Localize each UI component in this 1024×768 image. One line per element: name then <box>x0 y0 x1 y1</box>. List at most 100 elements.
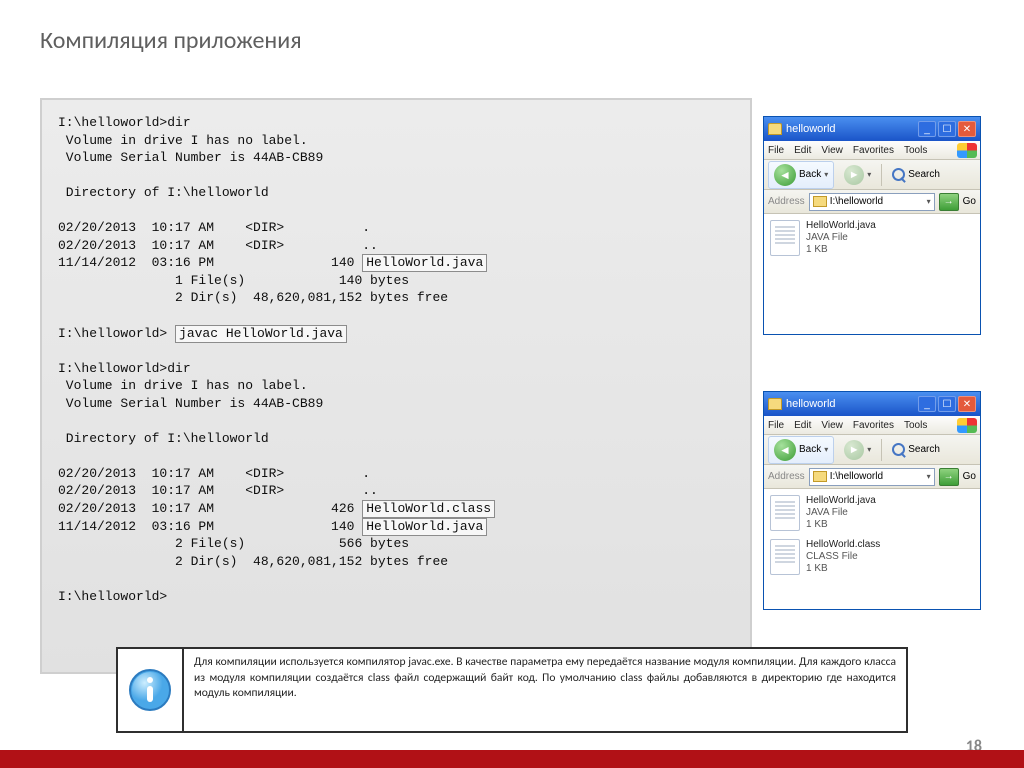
go-button[interactable]: → <box>939 468 959 486</box>
page-title: Компиляция приложения <box>40 26 302 55</box>
file-icon <box>770 539 800 575</box>
folder-icon <box>813 196 827 207</box>
address-bar: Address I:\helloworld ▾ → Go <box>764 190 980 214</box>
menu-tools[interactable]: Tools <box>904 145 927 156</box>
toolbar: ◄ Back ▾ ► ▾ Search <box>764 435 980 465</box>
windows-flag-icon <box>957 143 977 158</box>
menu-favorites[interactable]: Favorites <box>853 145 894 156</box>
file-size: 1 KB <box>806 519 876 531</box>
folder-icon <box>768 123 782 135</box>
dropdown-icon[interactable]: ▾ <box>927 472 931 481</box>
term-line: 2 File(s) 566 bytes <box>58 536 409 551</box>
address-input[interactable]: I:\helloworld ▾ <box>809 193 935 211</box>
dropdown-icon: ▾ <box>824 445 828 454</box>
term-line: 02/20/2013 10:17 AM <DIR> . <box>58 220 370 235</box>
menu-edit[interactable]: Edit <box>794 145 811 156</box>
menu-view[interactable]: View <box>821 145 843 156</box>
term-line: Directory of I:\helloworld <box>58 185 269 200</box>
address-input[interactable]: I:\helloworld ▾ <box>809 468 935 486</box>
term-line: I:\helloworld>dir <box>58 115 191 130</box>
forward-icon: ► <box>844 165 864 185</box>
file-type: JAVA File <box>806 232 876 244</box>
file-details: HelloWorld.class CLASS File 1 KB <box>806 539 880 575</box>
close-button[interactable]: ✕ <box>958 396 976 412</box>
file-type: JAVA File <box>806 507 876 519</box>
file-icon <box>770 495 800 531</box>
info-text: Для компиляции используется компилятор j… <box>184 649 906 731</box>
back-button[interactable]: ◄ Back ▾ <box>768 436 834 464</box>
slide-page: Компиляция приложения I:\helloworld>dir … <box>0 0 1024 768</box>
minimize-button[interactable]: _ <box>918 396 936 412</box>
go-label: Go <box>963 196 976 207</box>
menu-tools[interactable]: Tools <box>904 420 927 431</box>
search-label: Search <box>908 444 940 455</box>
titlebar[interactable]: helloworld _ ☐ ✕ <box>764 117 980 141</box>
menu-file[interactable]: File <box>768 145 784 156</box>
folder-icon <box>768 398 782 410</box>
dropdown-icon: ▾ <box>867 445 871 454</box>
file-item[interactable]: HelloWorld.java JAVA File 1 KB <box>770 495 974 531</box>
back-label: Back <box>799 169 821 180</box>
file-item[interactable]: HelloWorld.class CLASS File 1 KB <box>770 539 974 575</box>
search-icon <box>892 443 905 456</box>
file-icon <box>770 220 800 256</box>
windows-flag-icon <box>957 418 977 433</box>
back-button[interactable]: ◄ Back ▾ <box>768 161 834 189</box>
footer-accent <box>0 750 1024 768</box>
search-label: Search <box>908 169 940 180</box>
file-name: HelloWorld.java <box>806 495 876 507</box>
maximize-button[interactable]: ☐ <box>938 396 956 412</box>
maximize-button[interactable]: ☐ <box>938 121 956 137</box>
term-line: Directory of I:\helloworld <box>58 431 269 446</box>
highlight-filename: HelloWorld.java <box>362 254 487 272</box>
explorer-window-after: helloworld _ ☐ ✕ File Edit View Favorite… <box>763 391 981 610</box>
forward-icon: ► <box>844 440 864 460</box>
term-line: 02/20/2013 10:17 AM <DIR> .. <box>58 483 378 498</box>
window-title: helloworld <box>786 123 916 135</box>
minimize-button[interactable]: _ <box>918 121 936 137</box>
term-line: I:\helloworld> <box>58 326 175 341</box>
menu-edit[interactable]: Edit <box>794 420 811 431</box>
forward-button[interactable]: ► ▾ <box>838 437 877 463</box>
term-line: 02/20/2013 10:17 AM 426 <box>58 501 362 516</box>
term-line: Volume in drive I has no label. <box>58 378 308 393</box>
info-box: Для компиляции используется компилятор j… <box>116 647 908 733</box>
titlebar[interactable]: helloworld _ ☐ ✕ <box>764 392 980 416</box>
menu-file[interactable]: File <box>768 420 784 431</box>
go-label: Go <box>963 471 976 482</box>
highlight-filename: HelloWorld.class <box>362 500 495 518</box>
term-line: I:\helloworld> <box>58 589 167 604</box>
dropdown-icon[interactable]: ▾ <box>927 197 931 206</box>
menu-view[interactable]: View <box>821 420 843 431</box>
close-button[interactable]: ✕ <box>958 121 976 137</box>
search-button[interactable]: Search <box>886 440 946 459</box>
search-button[interactable]: Search <box>886 165 946 184</box>
file-name: HelloWorld.class <box>806 539 880 551</box>
address-path: I:\helloworld <box>830 196 883 207</box>
file-details: HelloWorld.java JAVA File 1 KB <box>806 220 876 256</box>
search-icon <box>892 168 905 181</box>
explorer-window-before: helloworld _ ☐ ✕ File Edit View Favorite… <box>763 116 981 335</box>
term-line: 2 Dir(s) 48,620,081,152 bytes free <box>58 290 448 305</box>
window-title: helloworld <box>786 398 916 410</box>
file-item[interactable]: HelloWorld.java JAVA File 1 KB <box>770 220 974 256</box>
toolbar: ◄ Back ▾ ► ▾ Search <box>764 160 980 190</box>
menu-favorites[interactable]: Favorites <box>853 420 894 431</box>
menu-bar: File Edit View Favorites Tools <box>764 141 980 160</box>
term-line: Volume Serial Number is 44AB-CB89 <box>58 150 323 165</box>
back-label: Back <box>799 444 821 455</box>
file-size: 1 KB <box>806 563 880 575</box>
term-line: Volume in drive I has no label. <box>58 133 308 148</box>
address-label: Address <box>768 196 805 207</box>
separator <box>881 164 882 186</box>
separator <box>881 439 882 461</box>
file-details: HelloWorld.java JAVA File 1 KB <box>806 495 876 531</box>
term-line: 1 File(s) 140 bytes <box>58 273 409 288</box>
term-line: 02/20/2013 10:17 AM <DIR> .. <box>58 238 378 253</box>
go-button[interactable]: → <box>939 193 959 211</box>
address-label: Address <box>768 471 805 482</box>
forward-button[interactable]: ► ▾ <box>838 162 877 188</box>
file-list: HelloWorld.java JAVA File 1 KB <box>764 214 980 334</box>
folder-icon <box>813 471 827 482</box>
terminal-panel: I:\helloworld>dir Volume in drive I has … <box>40 98 752 674</box>
